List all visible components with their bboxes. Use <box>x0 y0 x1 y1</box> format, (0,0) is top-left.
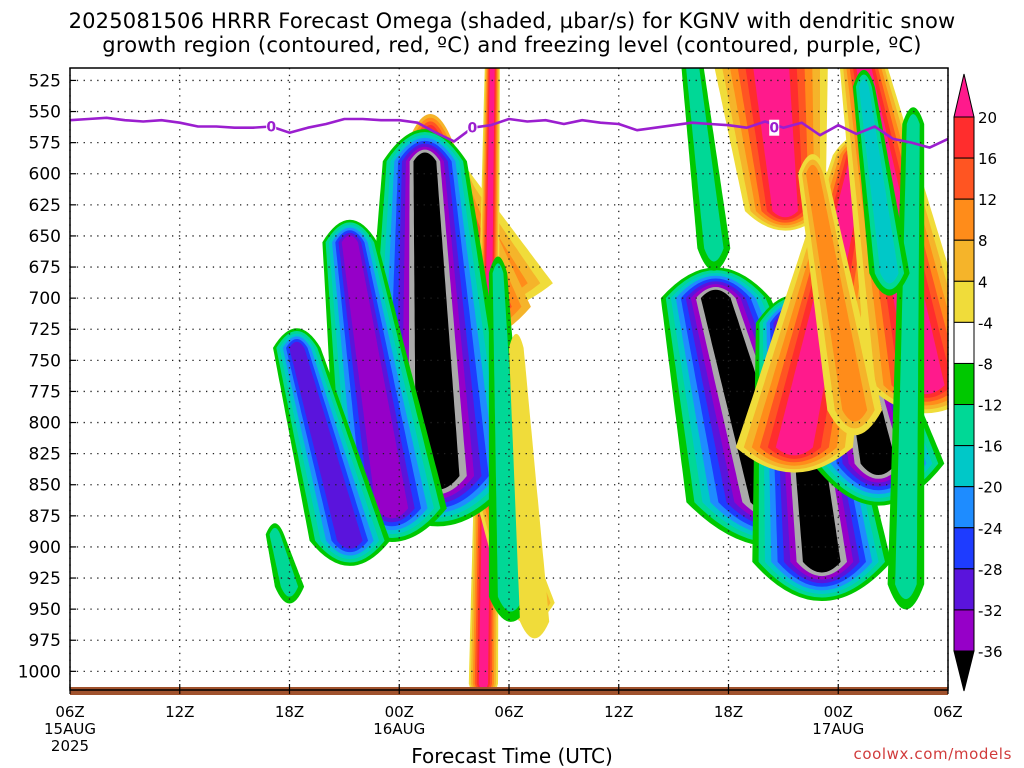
colorbar: 20 16 12 8 4 -4 -8 -12 -16 -20 -24 -28 -32 -36 <box>953 73 1003 692</box>
x-axis-title: Forecast Time (UTC) <box>411 744 613 768</box>
y-tick-label-950: 950 <box>29 600 61 620</box>
credit-link[interactable]: coolwx.com/models <box>853 745 1012 763</box>
y-tick-label-825: 825 <box>29 445 61 465</box>
colorbar-box-3 <box>953 239 975 282</box>
y-tick-label-525: 525 <box>29 71 61 91</box>
colorbar-label-9: -20 <box>978 479 1003 497</box>
contour-label-2: 0 <box>769 121 779 137</box>
y-tick-label-925: 925 <box>29 569 61 589</box>
y-tick-label-875: 875 <box>29 507 61 527</box>
colorbar-box-2 <box>953 198 975 241</box>
contour-label-bg-2 <box>769 119 780 136</box>
x-tick-label-7-1: 17AUG <box>812 720 864 738</box>
colorbar-box-10 <box>953 527 975 570</box>
x-tick-label-7-0: 00Z <box>824 703 853 721</box>
colorbar-label-11: -28 <box>978 561 1003 579</box>
y-tick-label-750: 750 <box>29 351 61 371</box>
colorbar-label-1: 16 <box>978 150 997 168</box>
contour-label-0: 0 <box>266 119 276 135</box>
omega-cell-4-level-15 <box>413 152 460 490</box>
colorbar-label-10: -24 <box>978 520 1003 538</box>
x-tick-label-6-0: 18Z <box>714 703 743 721</box>
x-tick-label-0-2: 2025 <box>51 737 89 755</box>
y-tick-label-575: 575 <box>29 134 61 154</box>
freezing-level-contour: 0 0 0 <box>69 116 949 149</box>
colorbar-box-0 <box>953 116 975 159</box>
y-tick-label-600: 600 <box>29 165 61 185</box>
colorbar-box-4 <box>953 280 975 323</box>
y-tick-label-625: 625 <box>29 196 61 216</box>
y-tick-label-850: 850 <box>29 476 61 496</box>
omega-cell-17-level-8 <box>686 68 724 262</box>
x-tick-label-8-0: 06Z <box>933 703 962 721</box>
colorbar-box-12 <box>953 609 975 652</box>
omega-field <box>265 68 948 690</box>
y-tick-label-800: 800 <box>29 414 61 434</box>
x-tick-label-3-0: 00Z <box>385 703 414 721</box>
omega-cell-9-level-5 <box>509 333 550 639</box>
colorbar-label-7: -12 <box>978 397 1003 415</box>
colorbar-box-8 <box>953 445 975 488</box>
omega-cell-16-level-3 <box>806 164 868 422</box>
y-tick-label-900: 900 <box>29 538 61 558</box>
colorbar-box-1 <box>953 157 975 200</box>
x-tick-label-0-1: 15AUG <box>44 720 96 738</box>
contour-label-bg-1 <box>467 119 478 136</box>
y-axis: 525 550 575 600 625 650 675 700 725 750 775 800 825 8… <box>18 71 76 682</box>
colorbar-box-5 <box>953 321 975 364</box>
x-tick-label-2-0: 18Z <box>275 703 304 721</box>
x-tick-label-1-0: 12Z <box>165 703 194 721</box>
omega-cell-6-level-12 <box>289 341 363 549</box>
colorbar-top-arrow <box>953 73 975 118</box>
y-tick-label-675: 675 <box>29 258 61 278</box>
chart-title-line2: growth region (contoured, red, ºC) and f… <box>102 33 922 57</box>
omega-cell-8-level-8 <box>492 263 524 612</box>
colorbar-bottom-arrow <box>953 650 975 692</box>
colorbar-label-4: 4 <box>978 273 988 291</box>
omega-cell-15-level-0 <box>753 68 798 218</box>
x-tick-label-0-0: 06Z <box>55 703 84 721</box>
y-tick-label-725: 725 <box>29 320 61 340</box>
x-tick-label-5-0: 12Z <box>604 703 633 721</box>
x-tick-label-3-1: 16AUG <box>373 720 425 738</box>
colorbar-label-6: -8 <box>978 355 993 373</box>
colorbar-box-6 <box>953 362 975 406</box>
colorbar-label-2: 12 <box>978 191 997 209</box>
colorbar-box-7 <box>953 404 975 447</box>
chart-title-line1: 2025081506 HRRR Forecast Omega (shaded, … <box>68 9 956 33</box>
freezing-level-line <box>69 116 949 149</box>
colorbar-label-13: -36 <box>978 643 1003 661</box>
y-tick-label-650: 650 <box>29 227 61 247</box>
contour-label-1: 0 <box>468 121 478 137</box>
omega-cell-7-level-8 <box>269 527 299 597</box>
colorbar-label-3: 8 <box>978 232 988 250</box>
omega-cell-5-level-13 <box>341 235 409 519</box>
y-tick-label-1000: 1000 <box>18 662 61 682</box>
colorbar-box-9 <box>953 486 975 529</box>
contour-label-bg-0 <box>266 118 277 135</box>
x-tick-label-4-0: 06Z <box>494 703 523 721</box>
y-tick-label-975: 975 <box>29 631 61 651</box>
colorbar-label-0: 20 <box>978 109 997 127</box>
colorbar-label-12: -32 <box>978 602 1003 620</box>
colorbar-label-5: -4 <box>978 314 993 332</box>
y-tick-label-550: 550 <box>29 103 61 123</box>
colorbar-box-11 <box>953 568 975 611</box>
y-tick-label-700: 700 <box>29 289 61 309</box>
y-tick-label-775: 775 <box>29 382 61 402</box>
colorbar-label-8: -16 <box>978 438 1003 456</box>
